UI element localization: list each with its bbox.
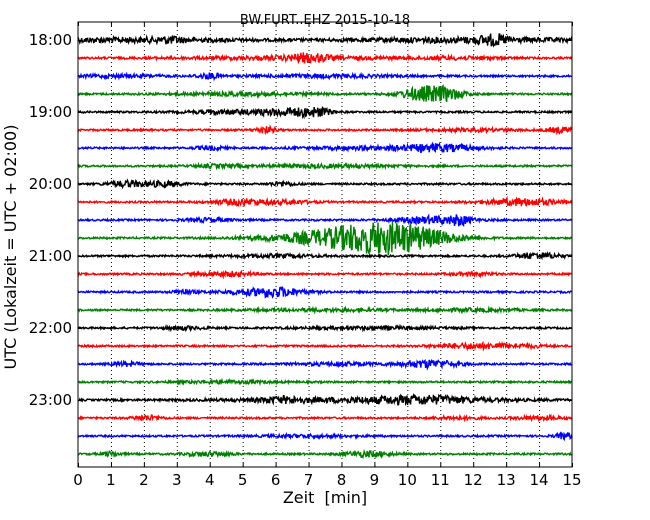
- trace-22:00: [77, 323, 573, 333]
- x-tick-label: 9: [370, 471, 380, 489]
- y-tick-label: 18:00: [29, 31, 72, 49]
- x-tick-label: 14: [530, 471, 549, 489]
- x-tick-label: 7: [304, 471, 314, 489]
- x-tick-label: 2: [139, 471, 149, 489]
- x-tick-label: 13: [497, 471, 516, 489]
- trace-20:45: [77, 221, 573, 256]
- x-tick-label: 8: [337, 471, 347, 489]
- chart-title: BW.FURT..EHZ 2015-10-18: [240, 13, 410, 28]
- x-tick-label: 0: [73, 471, 83, 489]
- trace-21:15: [77, 269, 573, 280]
- trace-18:30: [77, 71, 573, 82]
- x-tick-label: 3: [172, 471, 182, 489]
- trace-19:15: [77, 124, 573, 136]
- y-tick-label: 19:00: [29, 103, 72, 121]
- trace-21:30: [77, 285, 573, 299]
- trace-20:00: [77, 178, 573, 190]
- trace-20:15: [77, 195, 573, 208]
- trace-21:45: [77, 305, 573, 315]
- trace-23:15: [77, 413, 573, 423]
- y-axis-label: UTC (Lokalzeit = UTC + 02:00): [1, 125, 20, 370]
- trace-23:30: [77, 431, 573, 442]
- x-axis-label: Zeit [min]: [283, 488, 367, 507]
- trace-23:00: [77, 392, 573, 407]
- x-tick-labels: 0 1 2 3 4 5 6 7 8 9 10 11 12 13 14 15: [73, 471, 581, 489]
- y-tick-label: 21:00: [29, 247, 72, 265]
- trace-18:00: [77, 33, 573, 48]
- trace-22:45: [77, 377, 573, 386]
- y-tick-label: 22:00: [29, 319, 72, 337]
- trace-18:45: [77, 84, 573, 103]
- trace-23:45: [77, 448, 573, 460]
- x-tick-label: 12: [464, 471, 483, 489]
- x-tick-label: 4: [205, 471, 215, 489]
- trace-20:30: [77, 213, 573, 228]
- x-tick-label: 11: [431, 471, 450, 489]
- y-tick-labels: 18:00 19:00 20:00 21:00 22:00 23:00: [29, 31, 72, 409]
- plot-frame: [77, 21, 573, 468]
- trace-18:15: [77, 52, 573, 65]
- axis-ticks: [78, 22, 573, 467]
- x-tick-label: 10: [398, 471, 417, 489]
- x-tick-label: 5: [238, 471, 248, 489]
- trace-19:30: [77, 141, 573, 154]
- trace-22:30: [77, 358, 573, 371]
- x-tick-label: 15: [562, 471, 581, 489]
- trace-21:00: [77, 251, 573, 261]
- trace-19:45: [77, 161, 573, 171]
- seismogram-traces: [77, 33, 573, 460]
- trace-19:00: [77, 106, 573, 120]
- x-tick-label: 6: [271, 471, 281, 489]
- trace-22:15: [77, 340, 573, 352]
- x-tick-label: 1: [106, 471, 116, 489]
- y-tick-label: 23:00: [29, 391, 72, 409]
- y-tick-label: 20:00: [29, 175, 72, 193]
